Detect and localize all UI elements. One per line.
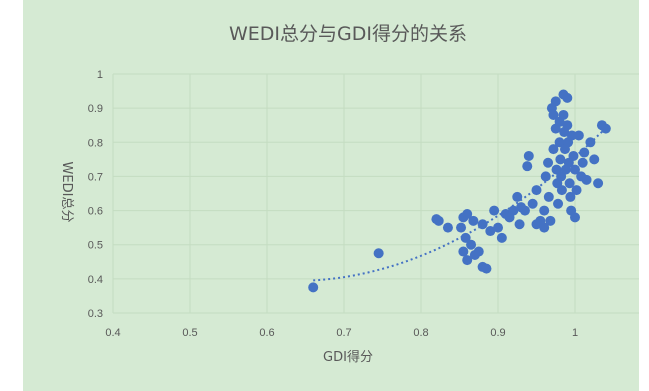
vertical-gridlines [112, 74, 576, 313]
x-axis-label: GDI得分 [323, 349, 373, 365]
y-tick-label: 0.4 [88, 274, 103, 286]
data-point [543, 157, 554, 168]
data-point [589, 154, 600, 165]
data-point [531, 185, 542, 196]
data-point [564, 178, 575, 189]
data-point [433, 215, 444, 226]
data-point [562, 120, 573, 131]
data-point [550, 96, 561, 107]
data-point [545, 215, 556, 226]
y-tick-label: 0.5 [88, 240, 103, 252]
data-point [373, 248, 384, 259]
data-point [477, 219, 488, 230]
data-point [579, 147, 590, 158]
data-point [548, 109, 559, 120]
data-point [508, 205, 519, 216]
data-point [485, 226, 496, 237]
data-point [514, 219, 525, 230]
data-point [539, 222, 550, 233]
data-point [562, 92, 573, 103]
data-point [473, 246, 484, 257]
data-point [462, 255, 473, 266]
x-tick-label: 0.4 [105, 327, 120, 339]
data-point [460, 232, 471, 243]
data-point [466, 239, 477, 250]
y-tick-label: 0.7 [88, 171, 103, 183]
data-point [308, 282, 319, 293]
x-tick-label: 0.7 [336, 327, 351, 339]
data-point [548, 144, 559, 155]
data-point [522, 161, 533, 172]
y-tick-label: 1 [97, 69, 103, 81]
data-point [577, 157, 588, 168]
data-point [523, 150, 534, 161]
data-point [539, 205, 550, 216]
scatter-chart: WEDI总分与GDI得分的关系 0.4 0.5 0.6 0.7 0.8 0.9 1 1 0.3… [59, 23, 639, 365]
y-axis-tick-labels: 0.3 0.4 0.5 0.6 0.7 0.8 0.9 1 [88, 69, 103, 320]
data-point [540, 171, 551, 182]
x-axis-tick-labels: 0.40.50.60.70.80.911 [105, 327, 578, 339]
data-point [568, 150, 579, 161]
data-point [571, 185, 582, 196]
data-point [565, 191, 576, 202]
data-point [570, 212, 580, 223]
y-tick-label: 0.3 [88, 308, 103, 320]
data-point [600, 123, 611, 134]
data-point [543, 191, 554, 202]
data-point [585, 137, 596, 148]
data-point [527, 198, 538, 209]
data-point [554, 137, 565, 148]
data-point [456, 222, 467, 233]
data-point [493, 222, 503, 233]
x-tick-label: 0.6 [259, 327, 274, 339]
data-point [458, 246, 469, 257]
data-point [581, 174, 592, 185]
chart-title: WEDI总分与GDI得分的关系 [229, 23, 467, 45]
y-tick-label: 0.6 [88, 206, 103, 218]
data-points [308, 89, 611, 293]
data-point [573, 130, 584, 141]
data-point [462, 208, 473, 219]
chart-area: WEDI总分与GDI得分的关系 0.4 0.5 0.6 0.7 0.8 0.9 1 1 0.3… [23, 0, 639, 391]
y-tick-label: 0.8 [88, 137, 103, 149]
data-point [519, 205, 530, 216]
data-point [442, 222, 453, 233]
y-axis-label: WEDI总分 [59, 162, 74, 223]
data-point [481, 263, 492, 274]
x-tick-label: 1 [572, 327, 578, 339]
x-tick-label: 0.5 [182, 327, 197, 339]
data-point [512, 191, 523, 202]
x-tick-label: 0.8 [413, 327, 428, 339]
data-point [556, 185, 567, 196]
data-point [558, 109, 569, 120]
data-point [489, 205, 500, 216]
data-point [496, 232, 507, 243]
data-point [593, 178, 604, 189]
x-tick-label: 0.9 [490, 327, 505, 339]
data-point [553, 198, 564, 209]
data-point [570, 164, 580, 175]
data-point [566, 130, 577, 141]
y-tick-label: 0.9 [88, 103, 103, 115]
data-point [555, 154, 566, 165]
data-point [468, 215, 479, 226]
